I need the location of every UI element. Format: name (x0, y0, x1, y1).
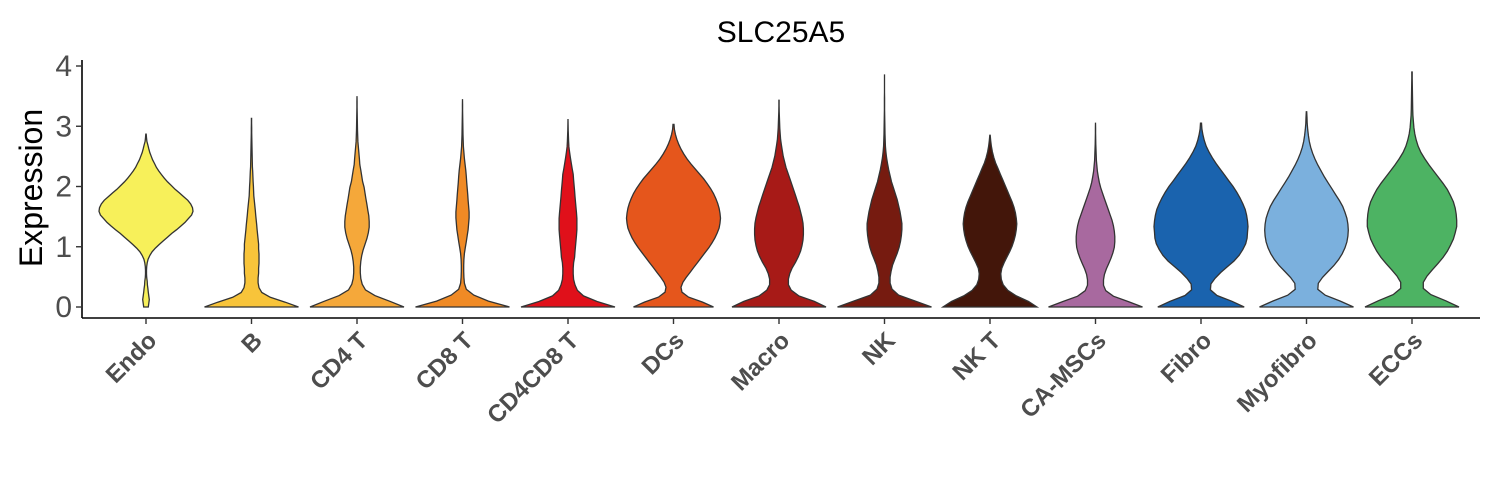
violin-b (204, 117, 299, 308)
x-tick-label: Endo (101, 327, 163, 389)
y-axis: 0 1 2 3 4 (55, 50, 83, 324)
x-tick-label: CD4CD8 T (482, 327, 584, 429)
violin-group (98, 71, 1460, 308)
violin-eccs (1364, 71, 1460, 308)
x-tick-label: CA-MSCs (1015, 327, 1111, 423)
y-tick-label: 0 (55, 291, 72, 324)
violin-cd4-t (309, 96, 405, 308)
chart-title: SLC25A5 (717, 16, 845, 49)
x-tick-label: CD8 T (411, 327, 479, 395)
x-tick-label: DCs (637, 327, 690, 380)
violin-ca-mscs (1048, 122, 1143, 308)
x-tick-label: B (236, 327, 267, 358)
violin-endo (98, 133, 194, 308)
violin-cd8-t (415, 99, 510, 308)
violin-myofibro (1259, 111, 1354, 308)
violin-nk-t (940, 134, 1040, 308)
y-tick-label: 2 (55, 171, 72, 204)
x-tick-label: NK T (948, 327, 1007, 386)
violin-nk (837, 74, 932, 308)
x-tick-label: NK (857, 327, 901, 371)
x-tick-label: ECCs (1364, 327, 1428, 391)
x-tick-label: Myofibro (1232, 327, 1323, 418)
violin-macro (731, 99, 827, 308)
x-tick-label: CD4 T (305, 327, 373, 395)
y-tick-label: 1 (55, 231, 72, 264)
x-tick-label: Fibro (1156, 327, 1218, 389)
y-axis-label: Expression (13, 109, 49, 267)
y-tick-label: 3 (55, 110, 72, 143)
x-tick-label: Macro (726, 327, 795, 396)
y-tick-label: 4 (55, 50, 72, 83)
violin-dcs (625, 123, 722, 308)
violin-fibro (1153, 122, 1249, 308)
violin-cd4cd8-t (520, 118, 616, 308)
x-axis: Endo B CD4 T CD8 T CD4CD8 T DCs Macro NK NK T CA-… (82, 317, 1480, 429)
